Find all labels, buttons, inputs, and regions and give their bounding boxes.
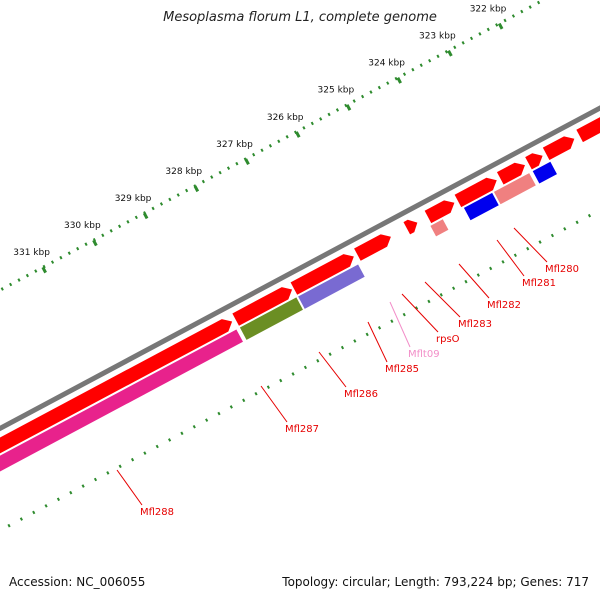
scale-ruler: 322 kbp 323 kbp 324 kbp 325 kbp 326 kbp 327 k…: [0, 0, 600, 533]
cds-arrow-mfl280: [542, 136, 575, 161]
scale-label: 328 kbp: [165, 167, 202, 177]
scale-label: 322 kbp: [470, 4, 507, 14]
gene-leader-line: [513, 227, 548, 263]
gene-leader-line: [260, 385, 288, 423]
backbone: [0, 105, 600, 432]
gene-label: Mfl286: [344, 389, 378, 400]
map-title: Mesoplasma florum L1, complete genome: [163, 10, 437, 25]
backbone-line: [0, 105, 600, 432]
cds-arrow-mflt09: [403, 219, 418, 235]
gene-label: Mfl283: [458, 319, 492, 330]
scale-tick: [345, 104, 352, 111]
scale-label: 324 kbp: [368, 59, 405, 69]
scale-label: 331 kbp: [13, 248, 50, 258]
cds-arrow-mfl283: [454, 177, 497, 208]
gene-leader-line: [116, 469, 143, 506]
gene-leader-line: [389, 301, 411, 348]
scale-label: 327 kbp: [216, 140, 253, 150]
gene-leader-line: [401, 293, 439, 333]
gene-leader-line: [318, 351, 347, 388]
gene-label: Mfl287: [285, 424, 319, 435]
scale-tick: [396, 77, 402, 84]
scale-tick: [295, 131, 301, 138]
gene-label: Mfl282: [487, 300, 521, 311]
feature-track: [0, 117, 600, 472]
scale-tick: [244, 158, 250, 165]
scale-tick: [193, 185, 200, 193]
scale-label: 330 kbp: [64, 221, 101, 231]
scale-tick: [92, 239, 98, 247]
cds-arrow-rpsO: [424, 200, 455, 224]
scale-tick: [447, 49, 453, 57]
gene-leader-line: [496, 239, 525, 277]
cds-arrow-mfl285: [354, 234, 391, 261]
cog-band-mfl283: [463, 192, 499, 221]
scale-label: 325 kbp: [318, 86, 355, 96]
scale-tick: [142, 212, 149, 220]
genome-stats-text: Topology: circular; Length: 793,224 bp; …: [282, 575, 589, 589]
cog-band-mfl286: [298, 264, 365, 309]
cog-band-mfl281: [532, 161, 557, 184]
scale-label: 326 kbp: [267, 113, 304, 123]
cog-band-mfl288: [0, 329, 243, 472]
cds-arrow-mfl282: [496, 162, 525, 185]
gene-leader-line: [424, 281, 461, 318]
cds-arrow-mfl287: [232, 287, 293, 326]
cds-arrow-next: [576, 117, 600, 143]
scale-label: 329 kbp: [115, 194, 152, 204]
inner-dotted-ring: [0, 208, 600, 533]
cds-arrow-mfl281: [525, 153, 543, 170]
accession-text: Accession: NC_006055: [9, 575, 146, 589]
scale-dotted-ring: [0, 0, 547, 292]
gene-label: Mfl285: [385, 364, 419, 375]
cds-arrow-mfl286: [290, 254, 354, 295]
gene-label: Mfl281: [522, 278, 556, 289]
cog-band-rpsO: [430, 219, 449, 237]
cog-band-mfl282: [493, 173, 536, 205]
cog-band-mfl287: [239, 297, 303, 340]
scale-tick: [497, 22, 504, 30]
gene-label: Mfl288: [140, 507, 174, 518]
scale-tick: [41, 266, 47, 274]
gene-leader-line: [458, 263, 490, 299]
gene-label: Mfl280: [545, 264, 579, 275]
cds-arrow-mfl288: [0, 319, 233, 454]
scale-label: 323 kbp: [419, 32, 456, 42]
gene-label: Mflt09: [408, 349, 440, 360]
gene-leader-line: [367, 321, 388, 363]
gene-label: rpsO: [436, 334, 460, 345]
